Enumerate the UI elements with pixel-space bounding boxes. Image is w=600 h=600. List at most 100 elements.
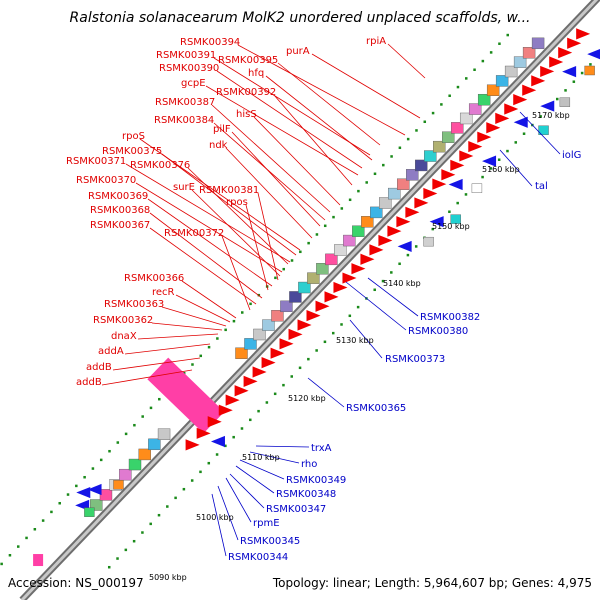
reverse-gene-arrow[interactable] — [429, 216, 444, 228]
gene-label-RSMK00371[interactable]: RSMK00371 — [66, 156, 126, 167]
forward-gene-arrow[interactable] — [567, 37, 582, 49]
gene-label-surE[interactable]: surE — [173, 182, 195, 193]
forward-gene-arrow[interactable] — [450, 159, 465, 171]
reverse-feature-tile[interactable] — [471, 183, 483, 193]
feature-tile[interactable] — [370, 206, 383, 219]
forward-gene-arrow[interactable] — [185, 439, 200, 451]
feature-tile[interactable] — [280, 300, 293, 313]
gene-label-trxA[interactable]: trxA — [311, 443, 332, 454]
feature-tile[interactable] — [235, 347, 248, 359]
gene-label-dnaX[interactable]: dnaX — [111, 331, 137, 342]
gene-label-recR[interactable]: recR — [152, 287, 175, 298]
forward-gene-arrow[interactable] — [522, 84, 537, 96]
gene-label-RSMK00380[interactable]: RSMK00380 — [408, 326, 468, 337]
forward-gene-arrow[interactable] — [234, 385, 249, 397]
gene-label-RSMK00362[interactable]: RSMK00362 — [93, 315, 153, 326]
forward-gene-arrow[interactable] — [378, 234, 393, 247]
reverse-feature-tile[interactable] — [450, 214, 461, 224]
gene-label-purA[interactable]: purA — [286, 46, 310, 57]
gene-label-RSMK00369[interactable]: RSMK00369 — [88, 191, 148, 202]
gene-label-iolG[interactable]: iolG — [562, 150, 581, 161]
forward-gene-arrow[interactable] — [405, 206, 420, 218]
feature-tile[interactable] — [450, 122, 464, 134]
gene-label-rpos[interactable]: rpos — [226, 197, 248, 208]
feature-tile[interactable] — [148, 438, 161, 451]
forward-gene-arrow[interactable] — [261, 356, 276, 369]
reverse-gene-arrow[interactable] — [513, 116, 528, 128]
gene-label-RSMK00372[interactable]: RSMK00372 — [164, 228, 224, 239]
feature-tile[interactable] — [334, 244, 347, 256]
gene-label-rpoS[interactable]: rpoS — [122, 131, 145, 142]
feature-tile[interactable] — [307, 272, 320, 284]
forward-gene-arrow[interactable] — [459, 150, 474, 162]
feature-tile[interactable] — [406, 169, 419, 181]
reverse-feature-tile[interactable] — [584, 65, 595, 76]
feature-tile[interactable] — [289, 291, 302, 303]
forward-gene-arrow[interactable] — [252, 366, 267, 378]
gene-label-RSMK00344[interactable]: RSMK00344 — [228, 552, 288, 563]
forward-gene-arrow[interactable] — [218, 404, 233, 416]
gene-label-gcpE[interactable]: gcpE — [181, 78, 206, 89]
feature-tile[interactable] — [119, 468, 132, 481]
gene-label-addB-2[interactable]: addB — [76, 377, 102, 388]
gene-label-RSMK00375[interactable]: RSMK00375 — [102, 146, 162, 157]
forward-gene-arrow[interactable] — [342, 272, 357, 284]
forward-gene-arrow[interactable] — [243, 375, 258, 387]
reverse-gene-arrow[interactable] — [87, 483, 102, 496]
feature-tile[interactable] — [271, 310, 284, 322]
gene-label-pilF[interactable]: pilF — [213, 124, 231, 135]
feature-tile[interactable] — [522, 47, 536, 59]
feature-tile[interactable] — [128, 458, 142, 471]
forward-gene-arrow[interactable] — [540, 65, 555, 78]
forward-gene-arrow[interactable] — [288, 328, 303, 341]
reverse-gene-arrow[interactable] — [210, 435, 225, 448]
gene-label-rpmE[interactable]: rpmE — [253, 518, 280, 529]
feature-tile[interactable] — [253, 328, 266, 341]
gene-label-tal[interactable]: tal — [535, 181, 548, 192]
forward-gene-arrow[interactable] — [576, 28, 591, 40]
feature-tile[interactable] — [433, 140, 446, 153]
forward-gene-arrow[interactable] — [396, 216, 411, 228]
reverse-gene-arrow[interactable] — [540, 100, 555, 112]
feature-tile[interactable] — [388, 187, 401, 200]
gene-label-rho[interactable]: rho — [301, 459, 317, 470]
feature-tile[interactable] — [415, 159, 428, 172]
forward-gene-arrow[interactable] — [315, 300, 330, 312]
gene-label-RSMK00349[interactable]: RSMK00349 — [286, 475, 346, 486]
feature-tile[interactable] — [477, 93, 491, 106]
reverse-gene-arrow[interactable] — [448, 178, 463, 191]
gene-label-RSMK00373[interactable]: RSMK00373 — [385, 354, 445, 365]
gene-label-RSMK00347[interactable]: RSMK00347 — [266, 504, 326, 515]
forward-gene-arrow[interactable] — [351, 263, 366, 275]
gene-label-RSMK00391[interactable]: RSMK00391 — [156, 50, 216, 61]
gene-label-RSMK00348[interactable]: RSMK00348 — [276, 489, 336, 500]
forward-gene-arrow[interactable] — [207, 416, 222, 428]
reverse-gene-arrow[interactable] — [482, 155, 497, 167]
forward-gene-arrow[interactable] — [360, 253, 375, 265]
forward-gene-arrow[interactable] — [225, 394, 240, 406]
forward-gene-arrow[interactable] — [369, 244, 384, 256]
feature-tile[interactable] — [397, 178, 410, 190]
forward-gene-arrow[interactable] — [270, 347, 285, 359]
gene-label-RSMK00382[interactable]: RSMK00382 — [420, 312, 480, 323]
gene-label-RSMK00387[interactable]: RSMK00387 — [155, 97, 215, 108]
forward-gene-arrow[interactable] — [432, 178, 447, 190]
reverse-feature-tile[interactable] — [423, 236, 434, 247]
forward-gene-arrow[interactable] — [333, 281, 348, 294]
forward-gene-arrow[interactable] — [495, 112, 510, 124]
gene-label-RSMK00367[interactable]: RSMK00367 — [90, 220, 150, 231]
feature-tile[interactable] — [99, 489, 113, 501]
forward-gene-arrow[interactable] — [531, 75, 546, 87]
feature-tile[interactable] — [262, 319, 275, 331]
gene-label-RSMK00363[interactable]: RSMK00363 — [104, 299, 164, 310]
feature-tile[interactable] — [486, 84, 500, 96]
feature-tile[interactable] — [531, 37, 545, 50]
gene-label-RSMK00365[interactable]: RSMK00365 — [346, 403, 406, 414]
feature-tile[interactable] — [352, 225, 365, 237]
gene-label-RSMK00395[interactable]: RSMK00395 — [218, 55, 278, 66]
feature-tile[interactable] — [316, 263, 329, 275]
feature-tile[interactable] — [424, 150, 437, 162]
gene-label-addB-1[interactable]: addB — [86, 362, 112, 373]
forward-gene-arrow[interactable] — [324, 291, 339, 303]
gene-label-RSMK00368[interactable]: RSMK00368 — [90, 205, 150, 216]
